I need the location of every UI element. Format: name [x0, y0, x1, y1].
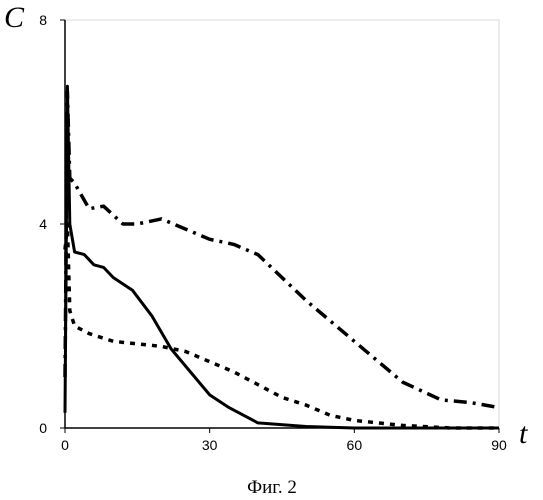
series-dash-dot-line	[65, 91, 499, 407]
x-tick-label: 30	[202, 437, 218, 453]
x-tick-label: 60	[347, 437, 363, 453]
series-group	[65, 86, 499, 428]
x-axis-label: t	[519, 417, 528, 450]
figure-caption: Фиг. 2	[247, 477, 297, 498]
x-tick-label: 90	[491, 437, 507, 453]
x-tick-label: 0	[61, 437, 69, 453]
y-axis-label: C	[4, 1, 25, 34]
axis-ticks: 0 30 60 90 0 4 8	[39, 12, 507, 453]
y-tick-label: 8	[39, 12, 47, 28]
series-solid-line	[65, 86, 499, 428]
y-tick-label: 4	[39, 216, 47, 232]
y-tick-label: 0	[39, 420, 47, 436]
